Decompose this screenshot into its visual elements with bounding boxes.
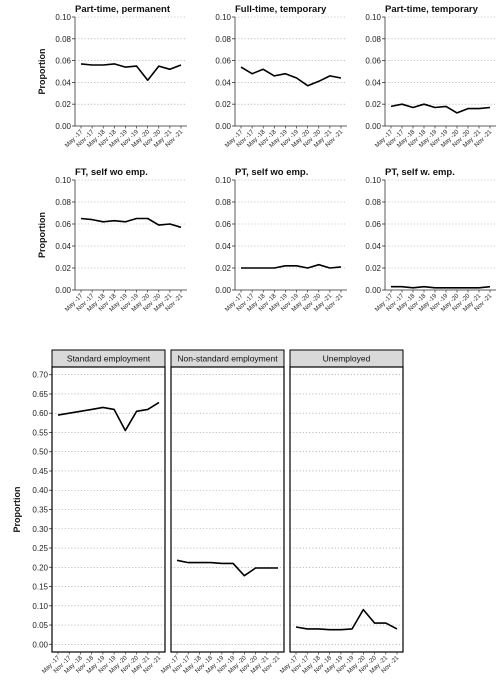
- y-tick-label: 0.00: [215, 286, 231, 295]
- y-tick-label: 0.10: [55, 176, 71, 185]
- y-tick-label: 0.04: [55, 242, 71, 251]
- y-tick-label: 0.60: [32, 409, 48, 418]
- panel-1: Full-time, temporary 0.00 0.02 0.04 0.06 0.08…: [215, 4, 347, 149]
- y-tick-label: 0.00: [365, 286, 381, 295]
- y-tick-label: 0.30: [32, 525, 48, 534]
- panel-title: PT, self w. emp.: [385, 167, 455, 178]
- y-tick-label: 0.00: [215, 122, 231, 131]
- facet-label: Non-standard employment: [177, 354, 278, 364]
- facet-label: Unemployed: [323, 354, 371, 364]
- y-tick-label: 0.40: [32, 486, 48, 495]
- y-tick-label: 0.20: [32, 563, 48, 572]
- series-line: [176, 559, 278, 577]
- y-tick-label: 0.10: [215, 13, 231, 22]
- y-tick-label: 0.08: [215, 35, 231, 44]
- y-tick-label: 0.08: [55, 198, 71, 207]
- y-tick-label: 0.45: [32, 467, 48, 476]
- panel-0: Part-time, permanent 0.00 0.02 0.04 0.06 0.08…: [37, 4, 187, 149]
- y-tick-label: 0.02: [55, 264, 71, 273]
- y-tick-label: 0.08: [215, 198, 231, 207]
- y-tick-label: 0.04: [365, 78, 381, 87]
- y-tick-label: 0.08: [365, 35, 381, 44]
- y-tick-label: 0.00: [32, 640, 48, 649]
- y-tick-label: 0.06: [365, 57, 381, 66]
- y-tick-label: 0.10: [32, 602, 48, 611]
- y-tick-label: 0.65: [32, 390, 48, 399]
- y-tick-label: 0.02: [365, 100, 381, 109]
- y-tick-label: 0.08: [55, 35, 71, 44]
- panel-6: Standard employment 0.00 0.05 0.10 0.15 0.20 0…: [12, 349, 166, 675]
- series-line: [241, 263, 342, 269]
- y-tick-label: 0.00: [365, 122, 381, 131]
- y-tick-label: 0.02: [55, 100, 71, 109]
- facet-label: Standard employment: [67, 354, 151, 364]
- y-tick-label: 0.10: [365, 176, 381, 185]
- series-line: [57, 401, 160, 432]
- panel-title: Part-time, permanent: [75, 4, 171, 15]
- y-tick-label: 0.06: [215, 220, 231, 229]
- y-axis-label: Proportion: [37, 212, 47, 258]
- y-tick-label: 0.08: [365, 198, 381, 207]
- y-tick-label: 0.00: [55, 122, 71, 131]
- y-axis-label: Proportion: [37, 49, 47, 95]
- y-tick-label: 0.50: [32, 448, 48, 457]
- y-tick-label: 0.06: [365, 220, 381, 229]
- y-tick-label: 0.04: [215, 78, 231, 87]
- y-tick-label: 0.00: [55, 286, 71, 295]
- y-tick-label: 0.06: [55, 220, 71, 229]
- y-tick-label: 0.06: [55, 57, 71, 66]
- panel-5: PT, self w. emp. 0.00 0.02 0.04 0.06 0.08 0.10…: [365, 167, 496, 313]
- panel-frame: [170, 366, 285, 653]
- y-tick-label: 0.04: [215, 242, 231, 251]
- series-line: [295, 608, 398, 631]
- panel-title: PT, self wo emp.: [235, 167, 308, 178]
- panel-2: Part-time, temporary 0.00 0.02 0.04 0.06 0.08…: [365, 4, 496, 149]
- y-tick-label: 0.25: [32, 544, 48, 553]
- series-line: [390, 103, 491, 114]
- y-axis-label: Proportion: [12, 487, 22, 533]
- series-line: [391, 285, 491, 289]
- y-tick-label: 0.04: [365, 242, 381, 251]
- y-tick-label: 0.05: [32, 621, 48, 630]
- y-tick-label: 0.06: [215, 57, 231, 66]
- y-tick-label: 0.10: [215, 176, 231, 185]
- panel-title: FT, self wo emp.: [75, 167, 148, 178]
- panel-title: Part-time, temporary: [385, 4, 479, 15]
- y-tick-label: 0.02: [365, 264, 381, 273]
- panel-4: PT, self wo emp. 0.00 0.02 0.04 0.06 0.08 0.10…: [215, 167, 347, 313]
- y-tick-label: 0.04: [55, 78, 71, 87]
- y-tick-label: 0.35: [32, 506, 48, 515]
- series-line: [80, 63, 182, 81]
- series-line: [240, 66, 342, 87]
- panel-3: FT, self wo emp. 0.00 0.02 0.04 0.06 0.08 0.10…: [37, 167, 187, 313]
- y-tick-label: 0.15: [32, 583, 48, 592]
- panel-title: Full-time, temporary: [235, 4, 327, 15]
- y-tick-label: 0.02: [215, 100, 231, 109]
- y-tick-label: 0.10: [55, 13, 71, 22]
- panel-frame: [289, 366, 404, 653]
- y-tick-label: 0.02: [215, 264, 231, 273]
- y-tick-label: 0.70: [32, 371, 48, 380]
- y-tick-label: 0.55: [32, 428, 48, 437]
- panel-frame: [51, 366, 166, 653]
- series-line: [80, 217, 182, 229]
- y-tick-label: 0.10: [365, 13, 381, 22]
